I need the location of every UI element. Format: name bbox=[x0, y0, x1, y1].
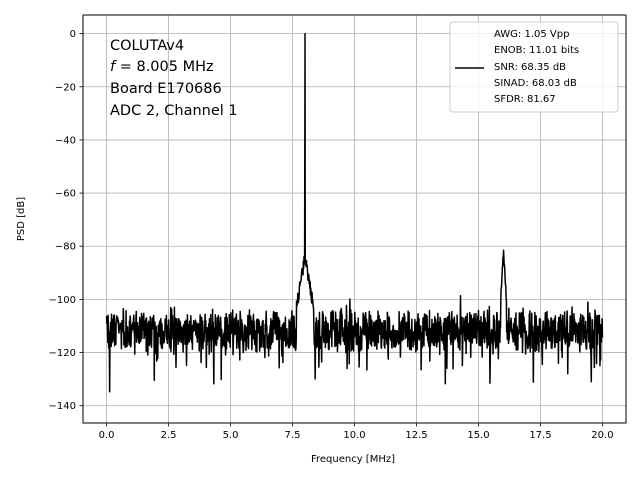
y-tick-label: −120 bbox=[49, 348, 76, 359]
y-tick-label: −20 bbox=[55, 82, 76, 93]
legend-entry-snr: SNR: 68.35 dB bbox=[494, 62, 566, 73]
y-axis-label: PSD [dB] bbox=[16, 197, 27, 241]
series-layer bbox=[105, 32, 604, 393]
y-tick-label: −140 bbox=[49, 401, 76, 412]
y-tick-label: 0 bbox=[70, 29, 76, 40]
x-tick-label: 10.0 bbox=[343, 430, 365, 441]
y-tick-label: −100 bbox=[49, 295, 76, 306]
annotation-line-3: Board E170686 bbox=[110, 81, 222, 97]
legend-entry-enob: ENOB: 11.01 bits bbox=[494, 45, 579, 56]
y-tick-label: −80 bbox=[55, 242, 76, 253]
y-tick-label: −60 bbox=[55, 189, 76, 200]
legend-entry-awg: AWG: 1.05 Vpp bbox=[494, 29, 569, 40]
annotation-line-1: COLUTAv4 bbox=[110, 38, 184, 54]
x-tick-label: 17.5 bbox=[529, 430, 551, 441]
legend-entry-sfdr: SFDR: 81.67 bbox=[494, 94, 556, 105]
annotation-line-2: f = 8.005 MHz bbox=[110, 59, 214, 75]
x-tick-label: 2.5 bbox=[161, 430, 177, 441]
x-tick-label: 12.5 bbox=[405, 430, 427, 441]
annotation-line-4: ADC 2, Channel 1 bbox=[110, 103, 238, 119]
psd-series-line bbox=[105, 32, 604, 393]
legend: AWG: 1.05 Vpp ENOB: 11.01 bits SNR: 68.3… bbox=[449, 21, 619, 113]
y-tick-label: −40 bbox=[55, 135, 76, 146]
x-tick-label: 15.0 bbox=[467, 430, 489, 441]
x-axis-ticks: 0.0 2.5 5.0 7.5 10.0 12.5 15.0 17.5 20.0 bbox=[99, 423, 614, 441]
y-axis-ticks: 0 −20 −40 −60 −80 −100 −120 −140 bbox=[49, 29, 83, 412]
x-tick-label: 5.0 bbox=[223, 430, 239, 441]
annotation-f-symbol: f bbox=[110, 59, 117, 75]
x-tick-label: 7.5 bbox=[285, 430, 301, 441]
legend-entry-sinad: SINAD: 68.03 dB bbox=[494, 78, 577, 89]
annotation: COLUTAv4 f = 8.005 MHz Board E170686 ADC… bbox=[110, 38, 238, 119]
legend-box bbox=[449, 21, 619, 113]
annotation-frequency: = 8.005 MHz bbox=[115, 59, 214, 75]
x-tick-label: 20.0 bbox=[591, 430, 613, 441]
x-tick-label: 0.0 bbox=[99, 430, 115, 441]
x-axis-label: Frequency [MHz] bbox=[311, 454, 395, 465]
